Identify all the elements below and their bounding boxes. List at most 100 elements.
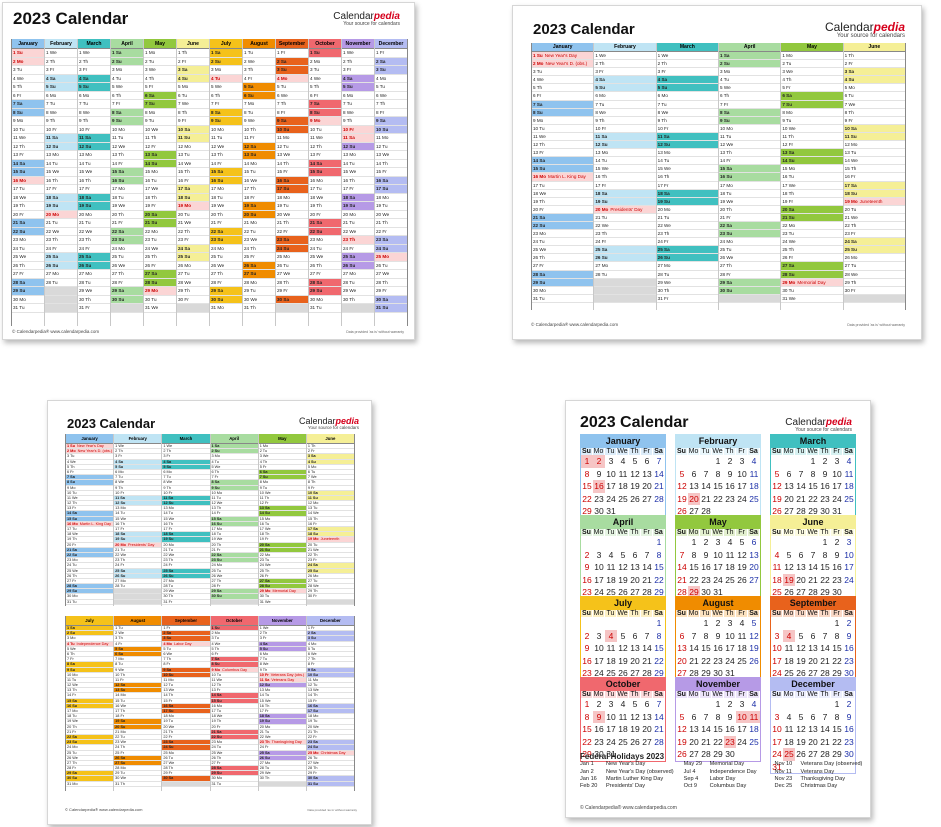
mini-day: 2: [703, 537, 709, 547]
brand-tagline: Your source for calendars: [836, 33, 905, 39]
day-cell: 14 Mo: [114, 693, 162, 699]
weekday-header-row: Su Mo Tu We Th Fr Sa: [581, 448, 665, 455]
day-cell: 13 Fr: [66, 506, 114, 512]
day-cell: 24 Tu: [12, 245, 44, 253]
day-cell: 25 Tu: [210, 253, 242, 262]
mini-day: 31: [725, 668, 735, 678]
day-cell: 6 Fr: [309, 92, 341, 100]
weekday-label: Th: [819, 610, 831, 617]
day-cell: 19 Th: [66, 537, 114, 543]
day-cell: 5 Su: [114, 464, 162, 470]
mini-day: 5: [774, 468, 780, 479]
day-cell: 12 Tu: [276, 143, 308, 151]
day-cell: 29 Fr: [375, 287, 407, 296]
day-cell: 26 Su: [342, 261, 374, 270]
day-cell: 8 Mo: [144, 109, 176, 117]
month-column: November 1 We 2 Th 3 Fr 4 Sa 5 Su 6 Mo 7 Tu 8 We…: [341, 39, 374, 326]
day-cell: 14 Sa: [210, 693, 258, 699]
day-cell: 21 Th: [162, 730, 210, 735]
month-header: October: [309, 39, 341, 49]
mini-day: 20: [808, 655, 818, 666]
day-cell: 12 Su: [45, 142, 77, 151]
mini-day: 12: [630, 468, 640, 479]
mini-day: 29: [688, 586, 700, 599]
day-cell: 16 Fr: [306, 522, 355, 527]
day-cell: 27 We: [306, 761, 355, 767]
empty-day: [593, 536, 605, 549]
day-cell: 6 Th: [210, 92, 242, 100]
day-cell: 24 Fr: [114, 563, 162, 569]
day-cell: 7 Th: [276, 100, 308, 109]
day-cell: 22 Su: [66, 552, 114, 559]
empty-day: [605, 617, 617, 630]
mini-day: 2: [584, 630, 590, 641]
day-cell: 4 Su: [306, 459, 355, 465]
day-cell: 6 Su: [243, 91, 275, 100]
mini-day: 19: [618, 574, 628, 585]
day-cell: 28 Su: [144, 278, 176, 287]
mini-day: 20: [630, 574, 640, 585]
day-cell: 18 Mo: [306, 714, 355, 720]
calendar-preview-half-year-landscape[interactable]: 2023 Calendar Calendarpedia Your source …: [512, 5, 922, 340]
day-cell: 30 Th: [342, 296, 374, 304]
mini-day: 8: [584, 468, 590, 479]
day-cell: 18 Sa: [656, 189, 718, 198]
day-cell: 5 Su: [162, 464, 210, 470]
weekday-label: Su: [581, 529, 593, 536]
holiday-label: Veterans Day: [800, 768, 835, 775]
day-cell: 21 Fr: [210, 548, 258, 553]
holiday-label: Veterans Day (observed): [800, 761, 863, 768]
calendar-title: 2023 Calendar: [67, 416, 156, 431]
day-cell: 14 Su: [144, 159, 176, 168]
day-cell: 10 Tu: [532, 125, 594, 133]
day-cell: 27 Sa: [258, 578, 306, 585]
day-cell: 12 Th: [210, 683, 258, 689]
mini-day-grid: 1 2 3 4 5 6 7 8 9 10 11 12 13 14 15 16 17 18 19 20 21 22 23 24 2…: [581, 536, 665, 611]
holiday-name: Columbus Day: [222, 667, 248, 672]
mini-day: 16: [844, 643, 854, 653]
calendar-preview-full-year-landscape[interactable]: 2023 Calendar Calendarpedia Your source …: [2, 2, 415, 340]
mini-day: 6: [751, 537, 757, 547]
weekday-label: Sa: [843, 448, 855, 455]
weekday-label: We: [712, 691, 724, 698]
weekday-label: Mo: [593, 610, 605, 617]
day-cell: 20 Mo Presidents' Day: [594, 205, 656, 214]
day-cell: 11 Fr: [114, 678, 162, 684]
day-cell: 16 Th: [258, 704, 306, 709]
day-cell: 16 Mo: [309, 177, 341, 185]
month-header: February: [594, 43, 656, 52]
day-cell: 11 We: [12, 134, 44, 143]
day-cell: 20 Th: [210, 543, 258, 548]
mini-day: 18: [606, 574, 616, 585]
day-cell: 20 Mo Presidents' Day: [114, 542, 162, 548]
holiday-label: Labor Day: [709, 775, 736, 782]
day-cell: 2 Mo: [309, 58, 341, 66]
day-cell: 4 Sa: [594, 76, 656, 85]
empty-day-cell: [258, 781, 306, 787]
day-cell: 4 Sa: [162, 459, 210, 465]
day-cell: 1 Th: [306, 444, 355, 450]
mini-day: 30: [594, 506, 604, 516]
weekday-label: Tu: [605, 448, 617, 455]
empty-day: [641, 617, 653, 630]
empty-day-cell: [718, 294, 781, 303]
day-cell: 26 Sa: [243, 261, 275, 270]
day-cell: 13 Su: [114, 688, 162, 694]
weekday-label: Tu: [700, 448, 712, 455]
mini-day: 19: [630, 481, 640, 491]
day-cell: 8 Fr: [162, 662, 210, 668]
mini-day: 10: [713, 549, 723, 560]
mini-day: 15: [713, 481, 723, 491]
day-cell: 3 Su: [306, 636, 355, 642]
mini-day: 27: [677, 668, 687, 678]
brand-logo: Calendarpedia Your source for calendars: [785, 418, 852, 433]
day-cell: 8 Mo: [781, 109, 843, 117]
day-cell: 4 Mo: [375, 75, 407, 83]
day-cell: 12 We: [718, 141, 781, 150]
empty-day: [771, 455, 783, 468]
holiday-name: Veterans Day: [271, 677, 295, 682]
calendar-preview-mini-months[interactable]: 2023 Calendar Calendarpedia Your source …: [565, 400, 871, 818]
day-cell: 20 Su: [243, 210, 275, 219]
month-column: April 1 Sa 2 Su 3 Mo 4 Tu 5 We 6 Th 7 Fr 8 Sa 9 S…: [110, 39, 143, 326]
calendar-preview-full-year-portrait[interactable]: 2023 Calendar Calendarpedia Your source …: [47, 400, 372, 825]
